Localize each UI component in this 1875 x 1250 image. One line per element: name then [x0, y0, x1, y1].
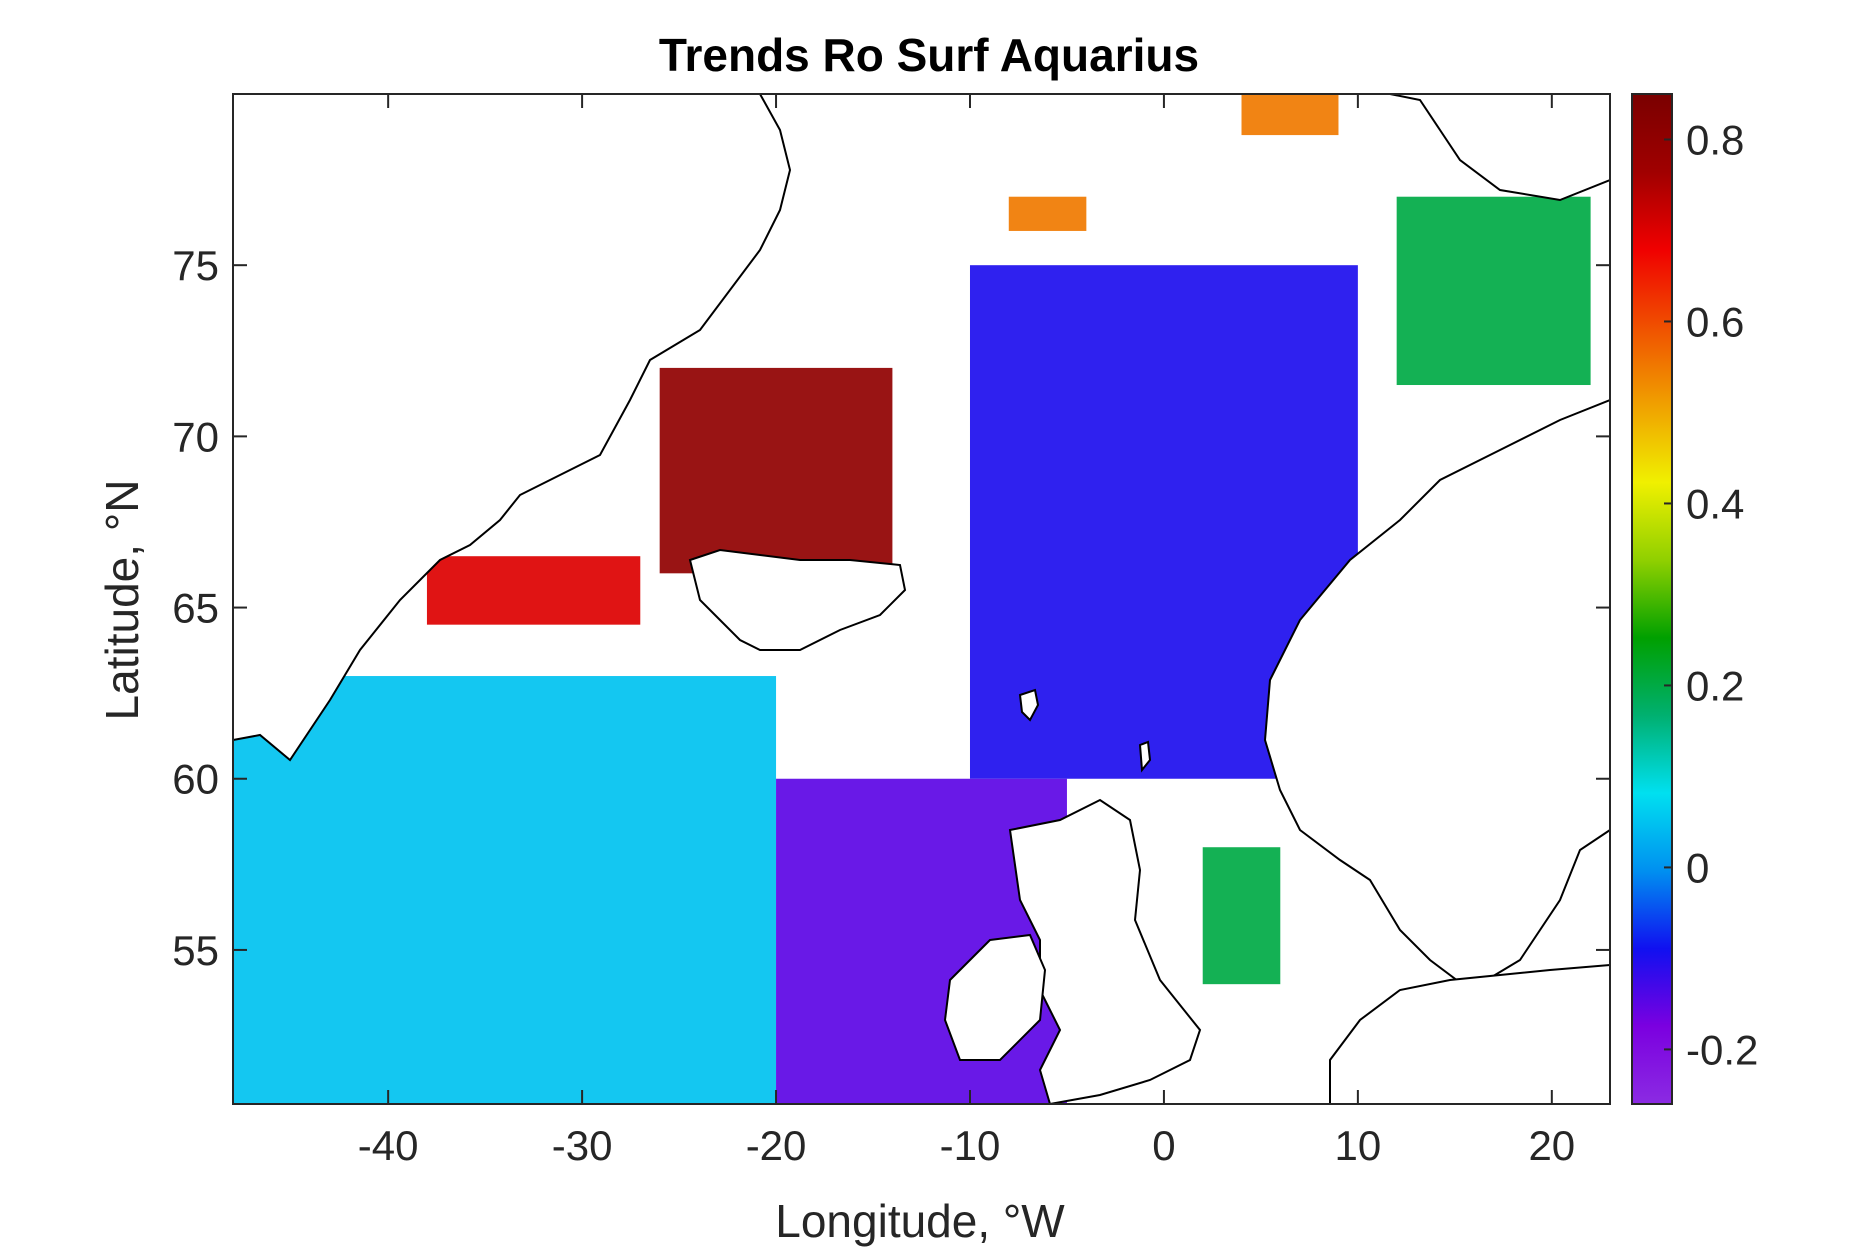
plot-frame: [232, 93, 1611, 1105]
shetland-islands: [1138, 740, 1152, 773]
heatmap-region: [1396, 196, 1591, 386]
x-tick-label: -40: [358, 1122, 419, 1169]
greenland-coast: [233, 94, 792, 762]
y-tick-label: 60: [172, 756, 219, 803]
colorbar-tick-label: -0.2: [1686, 1026, 1758, 1073]
x-tick-label: -30: [552, 1122, 613, 1169]
y-axis-ticks: 55 60 65 70 75: [172, 242, 1610, 974]
colorbar-tick-label: 0.2: [1686, 662, 1744, 709]
colorbar-tick-label: 0.6: [1686, 298, 1744, 345]
y-tick-label: 65: [172, 585, 219, 632]
continental-europe-coast: [1329, 963, 1610, 1104]
x-tick-label: 10: [1335, 1122, 1382, 1169]
colorbar-bar: [1631, 93, 1673, 1105]
colorbar-ticks: -0.2 0 0.2 0.4 0.6 0.8: [1664, 116, 1758, 1073]
faroe-islands: [1018, 688, 1040, 722]
colorbar-tick-label: 0.8: [1686, 116, 1744, 163]
y-axis-label: Latitude, °N: [96, 480, 148, 721]
scandinavia-coast: [1263, 398, 1610, 992]
ireland-coast: [943, 933, 1047, 1061]
y-tick-label: 70: [172, 413, 219, 460]
x-tick-label: 20: [1528, 1122, 1575, 1169]
coastlines: [233, 94, 1610, 1104]
x-axis-ticks: -40 -30 -20 -10 0 10 20: [358, 94, 1575, 1169]
chart-title: Trends Ro Surf Aquarius: [659, 29, 1199, 81]
x-axis-label: Longitude, °W: [775, 1195, 1065, 1247]
colorbar-tick-label: 0.4: [1686, 480, 1744, 527]
heatmap-area: -40 -30 -20 -10 0 10 20 55 60 65 70 75: [172, 93, 1611, 1169]
svalbard-coast: [1389, 94, 1610, 202]
x-tick-label: -10: [940, 1122, 1001, 1169]
heatmap-region: [1202, 847, 1281, 985]
heatmap-region: [233, 676, 777, 1104]
heatmap-region: [659, 367, 893, 574]
colorbar: -0.2 0 0.2 0.4 0.6 0.8: [1631, 93, 1758, 1105]
y-tick-label: 75: [172, 242, 219, 289]
heatmap-region: [1008, 196, 1087, 231]
iceland-coast: [688, 548, 907, 651]
heatmap-region: [426, 556, 641, 625]
y-tick-label: 55: [172, 927, 219, 974]
colorbar-tick-label: 0: [1686, 844, 1709, 891]
x-tick-label: 0: [1152, 1122, 1175, 1169]
heatmap-region: [1241, 94, 1339, 136]
x-tick-label: -20: [746, 1122, 807, 1169]
